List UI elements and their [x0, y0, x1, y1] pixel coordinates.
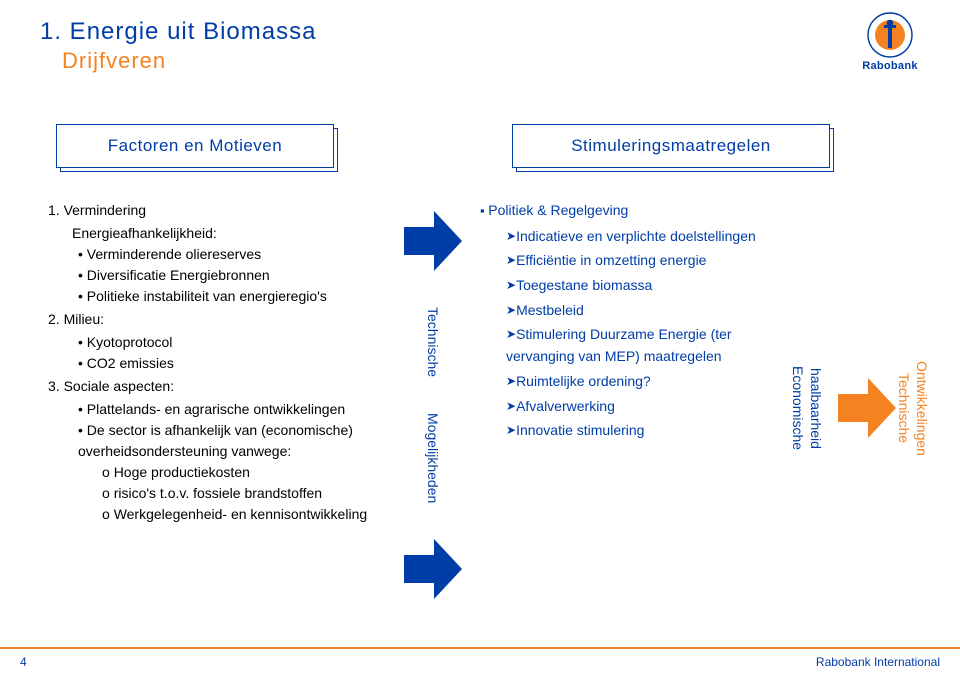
sec3-sublist: Hoge productiekosten risico's t.o.v. fos… [102, 462, 388, 525]
far-right-group: Economische haalbaarheid Technische Ontw… [790, 208, 930, 608]
right-list: Indicatieve en verplichte doelstellingen… [506, 226, 780, 442]
list-item: Indicatieve en verplichte doelstellingen [506, 226, 780, 248]
sec2-head: 2. Milieu: [48, 309, 388, 330]
slide-subtitle: Drijfveren [62, 48, 920, 74]
arrow-right-top-icon [404, 205, 462, 277]
list-item: De sector is afhankelijk van (economisch… [78, 420, 388, 462]
list-item: Hoge productiekosten [102, 462, 388, 483]
arrow-right-orange-icon [838, 372, 896, 444]
list-item: risico's t.o.v. fossiele brandstoffen [102, 483, 388, 504]
list-item: Verminderende oliereserves [78, 244, 388, 265]
vertical-label-ontwikkelingen: Ontwikkelingen [914, 361, 930, 456]
list-item: Ruimtelijke ordening? [506, 371, 780, 393]
list-item: Kyotoprotocol [78, 332, 388, 353]
list-item: Efficiëntie in omzetting energie [506, 250, 780, 272]
box-factors-label: Factoren en Motieven [108, 136, 282, 156]
sec1-head: 1. Vermindering [48, 200, 388, 221]
list-item: Politieke instabiliteit van energieregio… [78, 286, 388, 307]
page-number: 4 [20, 655, 27, 677]
list-item: Werkgelegenheid- en kennisontwikkeling [102, 504, 388, 525]
list-item: Toegestane biomassa [506, 275, 780, 297]
sec1-sub: Energieafhankelijkheid: [72, 223, 388, 244]
sec1-list: Verminderende oliereserves Diversificati… [78, 244, 388, 307]
slide-footer: 4 Rabobank International [0, 647, 960, 677]
sec3-head: 3. Sociale aspecten: [48, 376, 388, 397]
list-item: CO2 emissies [78, 353, 388, 374]
vertical-label-technische: Technische [425, 307, 441, 377]
footer-brand: Rabobank International [816, 655, 940, 677]
box-factors: Factoren en Motieven [56, 124, 334, 168]
list-item: Stimulering Duurzame Energie (ter vervan… [506, 324, 780, 367]
list-item: Plattelands- en agrarische ontwikkelinge… [78, 399, 388, 420]
vertical-label-economische: Economische [790, 366, 806, 450]
vertical-label-mogelijkheden: Mogelijkheden [425, 413, 441, 503]
middle-arrows: Technische Mogelijkheden [398, 205, 468, 605]
sec2-list: Kyotoprotocol CO2 emissies [78, 332, 388, 374]
brand-logo: Rabobank [850, 12, 930, 72]
right-heading: Politiek & Regelgeving [480, 200, 780, 222]
vertical-label-technische2: Technische [896, 373, 912, 443]
slide-page: Rabobank 1. Energie uit Biomassa Drijfve… [0, 0, 960, 677]
slide-title: 1. Energie uit Biomassa [40, 18, 920, 46]
stimulation-content: Politiek & Regelgeving Indicatieve en ve… [480, 200, 780, 445]
list-item: Mestbeleid [506, 300, 780, 322]
box-stimulation-label: Stimuleringsmaatregelen [571, 136, 771, 156]
list-item: Afvalverwerking [506, 396, 780, 418]
list-item: Innovatie stimulering [506, 420, 780, 442]
rabobank-icon [867, 12, 913, 58]
factors-content: 1. Vermindering Energieafhankelijkheid: … [48, 200, 388, 525]
vertical-label-haalbaarheid: haalbaarheid [808, 368, 824, 449]
logo-text: Rabobank [850, 60, 930, 72]
arrow-right-bottom-icon [404, 533, 462, 605]
box-stimulation: Stimuleringsmaatregelen [512, 124, 830, 168]
list-item: Diversificatie Energiebronnen [78, 265, 388, 286]
sec3-list: Plattelands- en agrarische ontwikkelinge… [78, 399, 388, 462]
